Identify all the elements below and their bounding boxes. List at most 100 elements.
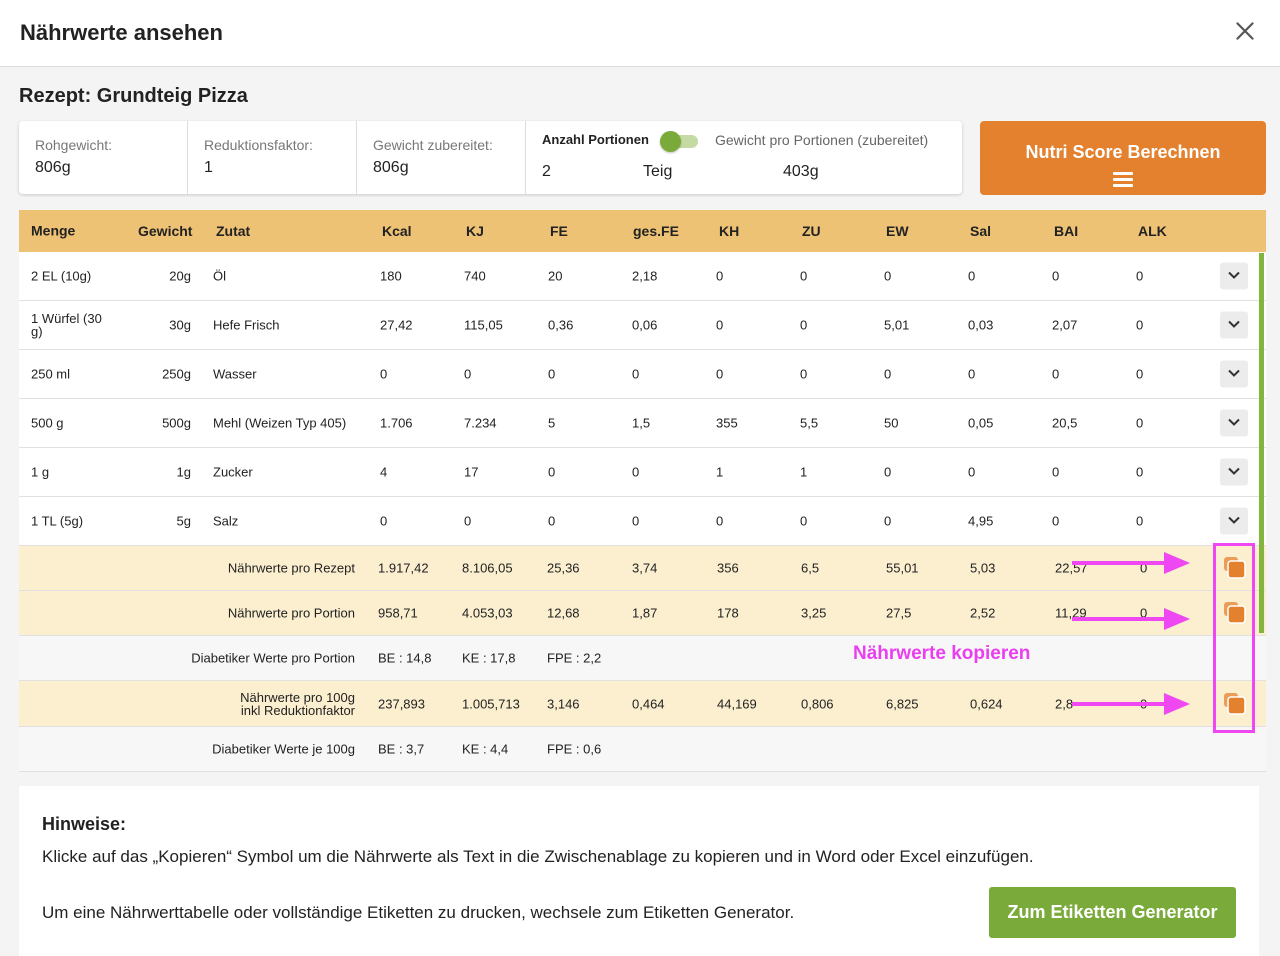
- header-ges-fe: ges.FE: [633, 223, 679, 239]
- cell-kh: 0: [716, 268, 724, 284]
- chevron-down-icon[interactable]: [1220, 507, 1248, 535]
- header-menge: Menge: [31, 222, 76, 239]
- cell-kj: 7.234: [464, 415, 497, 431]
- table-row: 2 EL (10g) 20g Öl 180 740 20 2,18 0 0 0 …: [19, 252, 1266, 301]
- cell-menge: 1 Würfel (30 g): [31, 311, 102, 339]
- cell-ew: 50: [884, 415, 899, 431]
- cell-ges-fe: 0: [632, 366, 640, 382]
- rohgewicht-label: Rohgewicht:: [35, 137, 113, 153]
- cell-ges-fe: 3,74: [632, 560, 658, 576]
- annotation-arrow-icon: [1072, 552, 1190, 574]
- etiketten-generator-button[interactable]: Zum Etiketten Generator: [989, 887, 1236, 938]
- cell-kj: 1.005,713: [462, 696, 520, 711]
- table-row: 500 g 500g Mehl (Weizen Typ 405) 1.706 7…: [19, 399, 1266, 448]
- cell-bai: 0: [1052, 268, 1060, 284]
- modal-header: Nährwerte ansehen: [0, 0, 1280, 67]
- cell-kj: 740: [464, 268, 486, 284]
- cell-zutat: Wasser: [213, 366, 257, 382]
- cell-menge: 1 g: [31, 464, 50, 480]
- cell-fe: 5: [548, 415, 556, 431]
- annotation-text: Nährwerte kopieren: [853, 643, 1031, 664]
- totals-label-line1: Nährwerte pro 100g: [240, 689, 355, 705]
- cell-be: BE : 3,7: [378, 741, 425, 757]
- cell-alk: 0: [1140, 560, 1148, 576]
- header-ew: EW: [886, 223, 909, 239]
- chevron-down-icon[interactable]: [1220, 311, 1248, 339]
- diabetic-row-100g: Diabetiker Werte je 100g BE : 3,7 KE : 4…: [19, 727, 1266, 772]
- cell-ges-fe: 2,18: [632, 268, 658, 284]
- chevron-down-icon[interactable]: [1220, 409, 1248, 437]
- portionen-toggle[interactable]: [660, 131, 700, 152]
- cell-sal: 0,03: [968, 317, 994, 333]
- copy-icon[interactable]: [1223, 601, 1247, 625]
- rohgewicht-value: 806g: [35, 159, 71, 176]
- totals-label-line2: inkl Reduktionfaktor: [240, 702, 355, 718]
- cell-ges-fe: 1,87: [632, 605, 658, 621]
- cell-ew: 6,825: [886, 696, 919, 711]
- cell-fe: 0: [548, 513, 556, 529]
- cell-zu: 0: [800, 317, 808, 333]
- header-sal: Sal: [970, 223, 992, 239]
- cell-sal: 0: [968, 268, 976, 284]
- portionen-unit: Teig: [643, 163, 673, 180]
- cell-fpe: FPE : 0,6: [547, 741, 602, 757]
- cell-sal: 4,95: [968, 513, 994, 529]
- cell-ew: 0: [884, 366, 892, 382]
- cell-alk: 0: [1136, 268, 1144, 284]
- cell-menge: 250 ml: [31, 366, 71, 382]
- header-fe: FE: [550, 223, 568, 239]
- totals-label: Nährwerte pro 100g inkl Reduktionfaktor: [240, 691, 355, 717]
- cell-zu: 0,806: [801, 696, 834, 711]
- table-row: 1 Würfel (30 g) 30g Hefe Frisch 27,42 11…: [19, 301, 1266, 350]
- copy-icon[interactable]: [1223, 692, 1247, 716]
- portionen-label: Anzahl Portionen: [542, 132, 649, 147]
- nutri-score-button[interactable]: Nutri Score Berechnen: [980, 121, 1266, 195]
- cell-zutat: Öl: [213, 268, 226, 284]
- cell-sal: 0: [968, 464, 976, 480]
- portionen-cell: Anzahl Portionen Gewicht pro Portionen (…: [526, 121, 962, 194]
- cell-kcal: 237,893: [378, 696, 425, 711]
- cell-kcal: 0: [380, 513, 388, 529]
- chevron-down-icon[interactable]: [1220, 458, 1248, 486]
- reduktionsfaktor-value: 1: [204, 159, 213, 176]
- cell-zutat: Zucker: [213, 464, 253, 480]
- copy-icon[interactable]: [1223, 556, 1247, 580]
- diabetic-label: Diabetiker Werte je 100g: [212, 741, 355, 757]
- cell-kj: 17: [464, 464, 479, 480]
- cell-bai: 0: [1052, 464, 1060, 480]
- cell-kcal: 180: [380, 268, 402, 284]
- cell-ges-fe: 0: [632, 464, 640, 480]
- cell-gewicht: 30g: [169, 317, 191, 333]
- chevron-down-icon[interactable]: [1220, 360, 1248, 388]
- cell-bai: 0: [1052, 366, 1060, 382]
- chevron-down-icon[interactable]: [1220, 262, 1248, 290]
- scrollbar-indicator[interactable]: [1259, 253, 1264, 633]
- table-row: 1 TL (5g) 5g Salz 0 0 0 0 0 0 0 4,95 0 0: [19, 497, 1266, 546]
- cell-bai: 2,07: [1052, 317, 1078, 333]
- cell-kh: 0: [716, 513, 724, 529]
- header-zu: ZU: [802, 223, 821, 239]
- cell-zu: 5,5: [800, 415, 819, 431]
- cell-fe: 0: [548, 366, 556, 382]
- cell-kj: 0: [464, 513, 472, 529]
- cell-gewicht: 250g: [162, 366, 191, 382]
- header-alk: ALK: [1138, 223, 1167, 239]
- cell-ke: KE : 17,8: [462, 650, 516, 666]
- cell-ges-fe: 0,06: [632, 317, 658, 333]
- cell-zu: 0: [800, 366, 808, 382]
- cell-kcal: 958,71: [378, 605, 418, 621]
- notes-text-copy: Klicke auf das „Kopieren“ Symbol um die …: [42, 847, 1034, 866]
- cell-zu: 0: [800, 268, 808, 284]
- cell-ew: 0: [884, 268, 892, 284]
- cell-kh: 0: [716, 366, 724, 382]
- cell-kj: 4.053,03: [462, 605, 513, 621]
- totals-row-100g: Nährwerte pro 100g inkl Reduktionfaktor …: [19, 681, 1266, 727]
- cell-gewicht: 500g: [162, 415, 191, 431]
- cell-menge: 500 g: [31, 415, 64, 431]
- gewicht-zubereitet-value: 806g: [373, 159, 409, 176]
- totals-label: Nährwerte pro Rezept: [227, 560, 355, 576]
- cell-ew: 5,01: [884, 317, 910, 333]
- totals-row-portion: Nährwerte pro Portion 958,71 4.053,03 12…: [19, 591, 1266, 636]
- cell-kj: 8.106,05: [462, 560, 513, 576]
- close-icon[interactable]: [1232, 18, 1258, 44]
